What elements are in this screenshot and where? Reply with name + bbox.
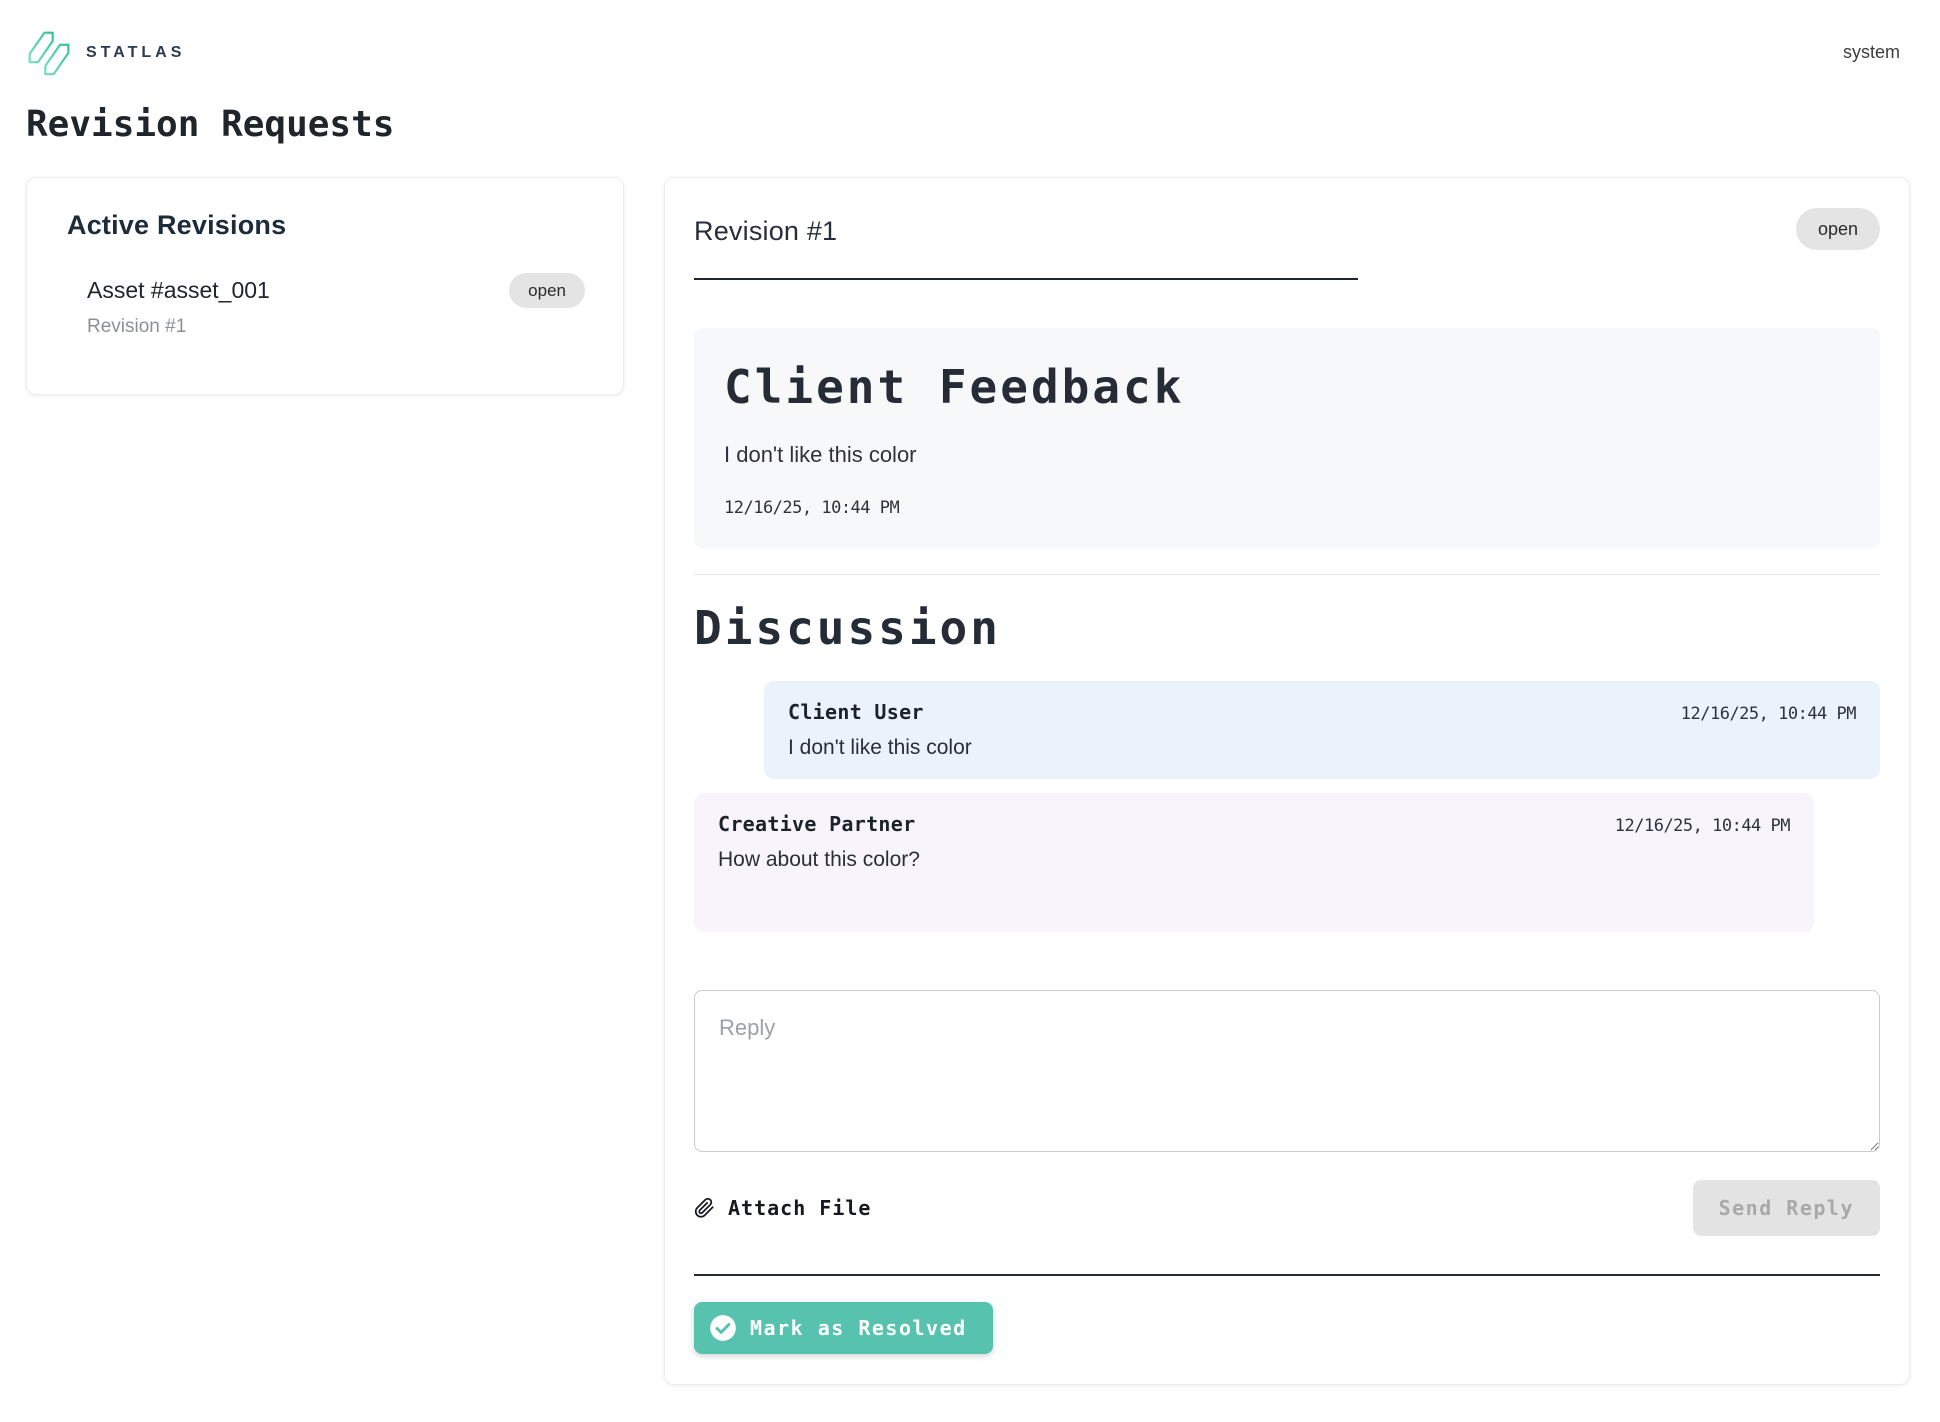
brand[interactable]: STATLAS [26,28,185,78]
reply-actions: Attach File Send Reply [694,1180,1880,1236]
message-author: Client User [788,700,924,724]
status-badge: open [509,273,585,308]
reply-textarea[interactable] [694,990,1880,1152]
revision-requests-page: STATLAS system Revision Requests Active … [26,28,1910,1385]
asset-title: Asset #asset_001 [87,277,270,303]
check-circle-icon [710,1315,736,1341]
main-columns: Active Revisions Asset #asset_001 open R… [26,177,1910,1385]
client-feedback-timestamp: 12/16/25, 10:44 PM [724,498,900,518]
mark-resolved-label: Mark as Resolved [750,1316,967,1340]
page-title: Revision Requests [26,104,395,145]
message-text: I don't like this color [788,736,972,759]
revision-title: Revision #1 [694,215,838,246]
header-divider [694,278,1359,280]
revision-detail-card: Revision #1 open Client Feedback I don't… [664,177,1910,1385]
message-text: How about this color? [718,848,920,871]
message-timestamp: 12/16/25, 10:44 PM [1614,816,1791,836]
active-revisions-title: Active Revisions [67,210,287,240]
active-revisions-card: Active Revisions Asset #asset_001 open R… [26,177,624,395]
statlas-logo-icon [28,31,70,76]
client-feedback-heading: Client Feedback [724,360,1185,414]
footer-divider [694,1274,1880,1276]
client-feedback-panel: Client Feedback I don't like this color … [694,328,1880,548]
attach-file-label: Attach File [728,1196,872,1220]
detail-header: Revision #1 open [694,208,1880,250]
discussion-message-client: Client User 12/16/25, 10:44 PM I don't l… [764,681,1880,779]
paperclip-icon [694,1197,714,1218]
send-reply-button[interactable]: Send Reply [1692,1180,1880,1236]
user-menu[interactable]: system [1842,42,1900,62]
client-feedback-text: I don't like this color [724,442,917,467]
discussion-message-partner: Creative Partner 12/16/25, 10:44 PM How … [694,793,1814,932]
top-bar: STATLAS system [26,28,1910,78]
brand-name: STATLAS [86,44,186,61]
status-badge: open [1795,208,1880,250]
message-author: Creative Partner [718,812,916,836]
mark-resolved-button[interactable]: Mark as Resolved [694,1302,993,1354]
revision-list-item[interactable]: Asset #asset_001 open Revision #1 [87,273,585,338]
section-divider [694,574,1880,575]
message-timestamp: 12/16/25, 10:44 PM [1680,704,1857,724]
discussion-heading: Discussion [694,601,1001,655]
revision-subtitle: Revision #1 [87,316,187,337]
attach-file-button[interactable]: Attach File [694,1195,871,1221]
